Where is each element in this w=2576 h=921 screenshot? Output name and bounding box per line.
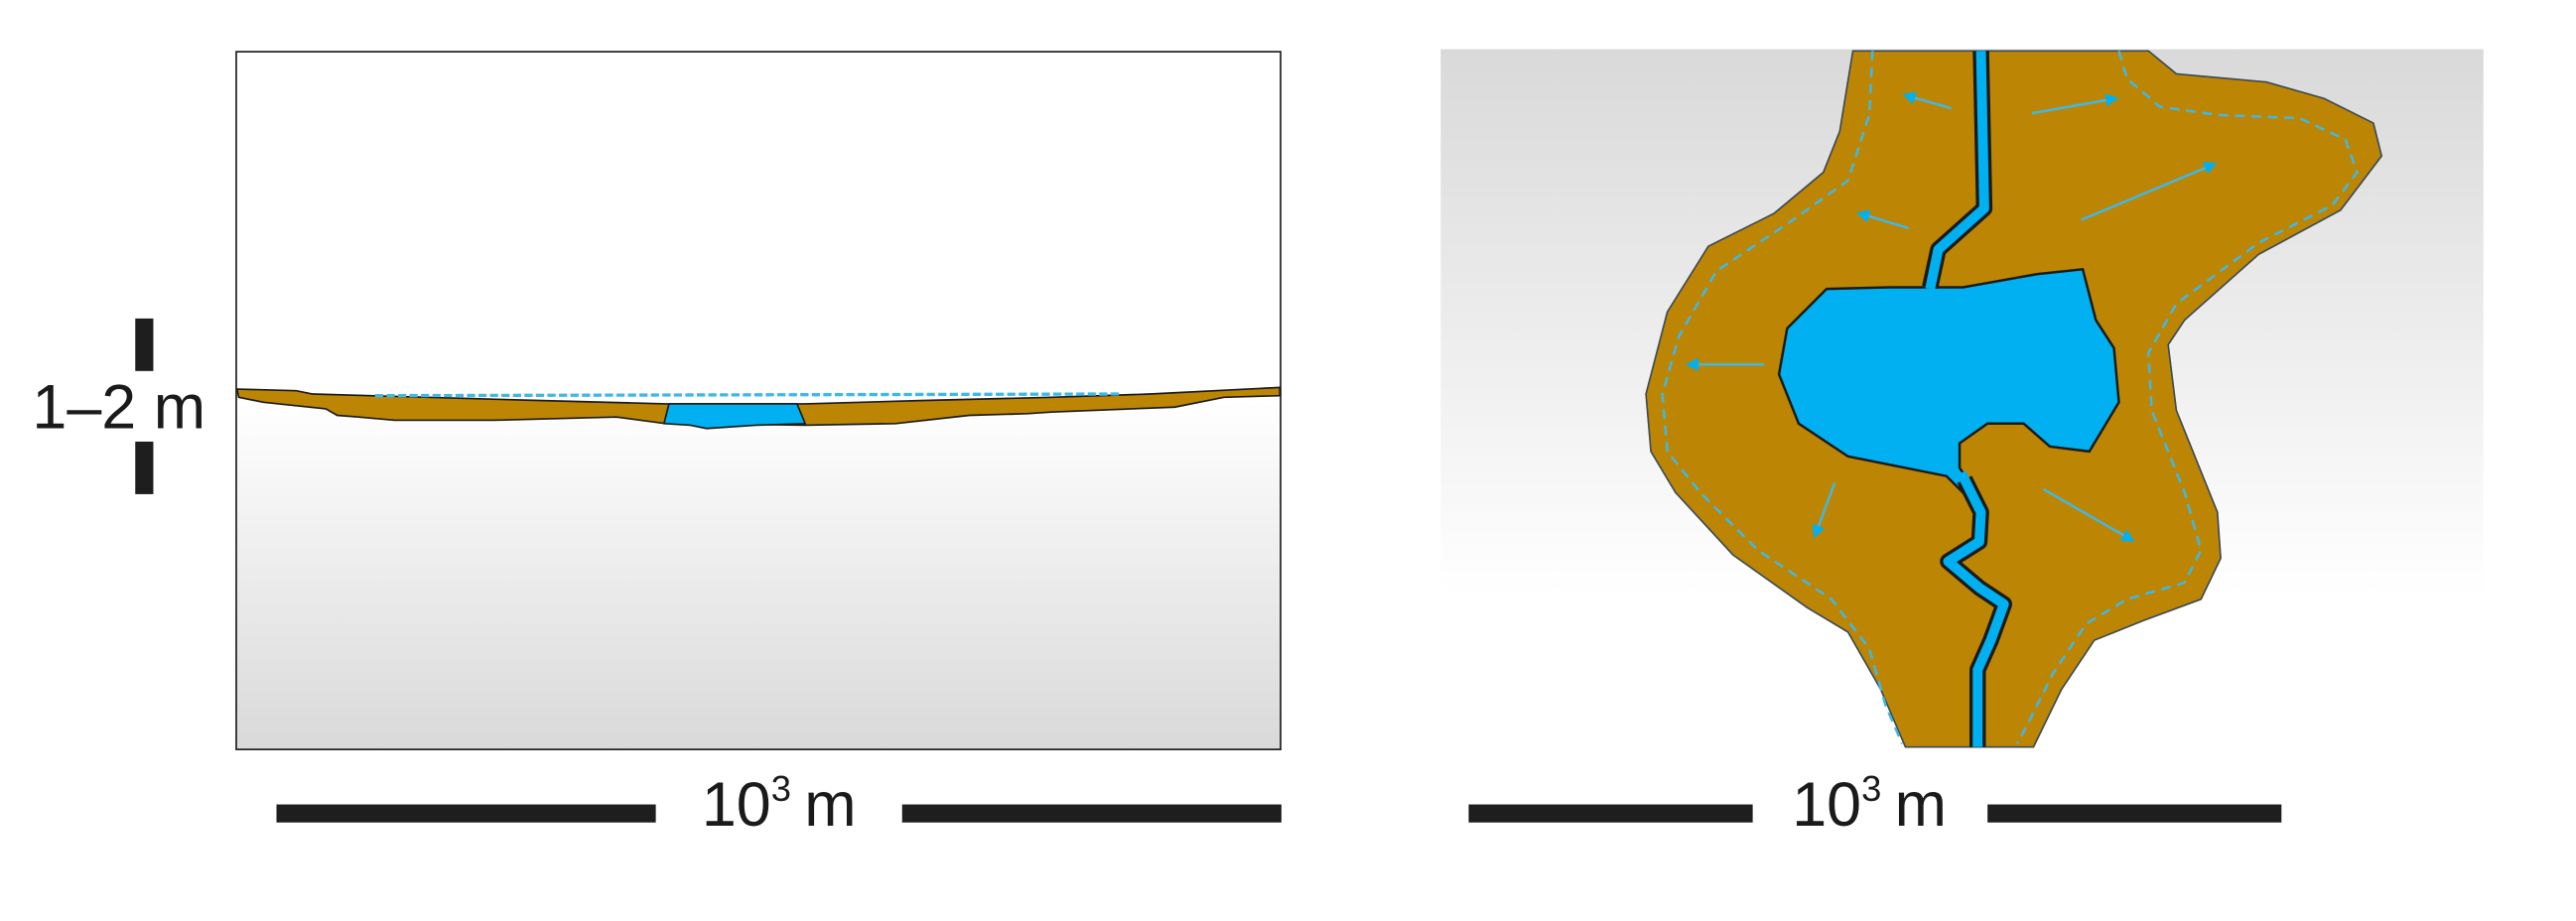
plan-view-panel: 103 m <box>1440 49 2484 840</box>
flow-arrows <box>1685 91 2218 542</box>
water-channel <box>662 403 807 430</box>
horizontal-scale-bar-left <box>276 804 656 823</box>
vertical-scale-bar-bottom <box>135 441 154 494</box>
flow-arrow-icon <box>1855 209 1910 230</box>
sediment-margin-dashed-right <box>2015 50 2359 744</box>
inflow-channel <box>1925 51 1989 291</box>
flow-arrow-icon <box>2031 93 2119 115</box>
flow-arrow-icon <box>1812 481 1836 539</box>
vertical-scale-bar-top <box>135 318 154 371</box>
horizontal-scale-bar-right <box>1987 804 2282 823</box>
water-table-dashed-line <box>374 392 1121 398</box>
outflow-channel <box>1943 470 2009 747</box>
sediment-margin-dashed-left <box>1661 51 1904 744</box>
flow-arrow-icon <box>2042 487 2135 542</box>
lake <box>1777 267 2120 498</box>
horizontal-scale-bar-left <box>1468 804 1753 823</box>
flow-arrow-icon <box>2080 162 2218 221</box>
horizontal-scale-label: 103 m <box>1792 768 1947 840</box>
cross-section-panel: 1–2 m 103 m <box>32 51 1282 840</box>
vertical-scale-label: 1–2 m <box>32 373 205 443</box>
horizontal-scale-bar-right <box>901 804 1282 823</box>
horizontal-scale-label: 103 m <box>702 768 857 840</box>
flow-arrow-icon <box>1902 91 1953 110</box>
